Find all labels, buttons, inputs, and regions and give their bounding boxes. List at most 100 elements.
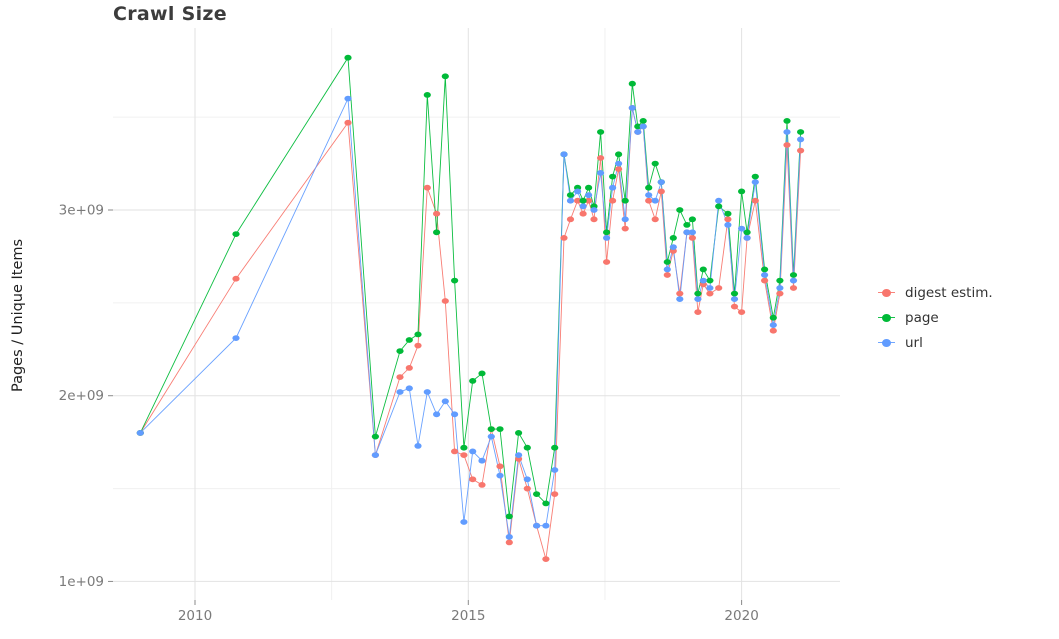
data-point bbox=[560, 151, 568, 158]
data-point bbox=[460, 519, 468, 525]
data-point bbox=[628, 105, 636, 111]
data-point bbox=[724, 222, 732, 228]
legend-label-page: page bbox=[905, 309, 939, 326]
data-point bbox=[460, 452, 468, 458]
data-point bbox=[371, 433, 379, 440]
data-point bbox=[609, 173, 617, 180]
data-point bbox=[634, 123, 642, 130]
data-point bbox=[597, 170, 605, 176]
data-point bbox=[574, 197, 582, 204]
legend-item-page: page bbox=[878, 309, 993, 326]
legend-key-digest-estim-icon bbox=[878, 284, 895, 301]
data-point bbox=[769, 322, 777, 328]
data-point bbox=[423, 184, 431, 191]
data-point bbox=[706, 290, 714, 297]
grid-major bbox=[113, 28, 840, 600]
data-point bbox=[579, 203, 587, 210]
data-point bbox=[533, 522, 541, 529]
data-point bbox=[639, 118, 647, 124]
x-tick-label: 2020 bbox=[724, 608, 758, 624]
data-point bbox=[683, 222, 691, 228]
data-point bbox=[451, 411, 459, 418]
data-point bbox=[344, 95, 352, 102]
data-point bbox=[715, 285, 723, 291]
data-point bbox=[738, 309, 746, 315]
legend-label-digest-estim: digest estim. bbox=[905, 284, 993, 301]
data-point bbox=[645, 184, 653, 191]
data-point bbox=[751, 197, 759, 204]
data-point bbox=[487, 433, 495, 440]
data-point bbox=[730, 303, 739, 310]
data-point bbox=[590, 216, 598, 223]
data-point bbox=[344, 119, 352, 126]
y-tick-label: 2e+09 bbox=[59, 388, 104, 404]
data-point bbox=[585, 184, 593, 191]
data-point bbox=[579, 197, 587, 204]
data-point bbox=[232, 231, 240, 238]
data-point bbox=[621, 197, 629, 204]
data-point bbox=[542, 522, 550, 529]
data-point bbox=[551, 467, 559, 473]
data-point bbox=[496, 463, 504, 470]
data-point bbox=[688, 235, 697, 241]
data-point bbox=[433, 411, 441, 418]
series-points-url bbox=[136, 95, 805, 540]
data-point bbox=[789, 277, 798, 284]
data-point bbox=[487, 426, 495, 432]
legend: digest estim. page url bbox=[878, 284, 993, 351]
data-point bbox=[797, 136, 805, 143]
data-point bbox=[469, 476, 477, 483]
data-point bbox=[478, 457, 486, 464]
data-point bbox=[451, 448, 459, 455]
data-point bbox=[743, 235, 751, 241]
data-point bbox=[615, 166, 623, 173]
data-point bbox=[706, 285, 714, 291]
data-point bbox=[542, 556, 550, 562]
data-point bbox=[523, 444, 531, 451]
data-point bbox=[551, 444, 559, 451]
data-point bbox=[414, 443, 422, 449]
data-point bbox=[585, 197, 593, 204]
data-point bbox=[797, 129, 805, 135]
data-point bbox=[615, 151, 623, 158]
data-point bbox=[706, 277, 714, 284]
data-point bbox=[639, 123, 647, 130]
data-point bbox=[651, 216, 659, 223]
data-point bbox=[621, 225, 629, 232]
data-point bbox=[136, 430, 144, 436]
data-point bbox=[551, 491, 559, 497]
data-point bbox=[657, 179, 665, 186]
data-point bbox=[738, 188, 746, 195]
data-point bbox=[676, 290, 684, 297]
data-point bbox=[651, 160, 659, 167]
data-point bbox=[694, 296, 702, 302]
data-point bbox=[451, 277, 459, 284]
data-point bbox=[505, 513, 513, 520]
data-point bbox=[676, 207, 684, 213]
data-point bbox=[743, 229, 751, 236]
data-point bbox=[688, 216, 697, 223]
series-line-digest-estim- bbox=[139, 107, 802, 560]
data-point bbox=[590, 207, 598, 213]
data-point bbox=[669, 244, 677, 251]
data-point bbox=[460, 444, 468, 451]
data-point bbox=[776, 285, 784, 291]
data-point bbox=[609, 184, 617, 191]
data-point bbox=[414, 342, 422, 349]
data-point bbox=[621, 216, 629, 223]
x-tick-label: 2015 bbox=[451, 608, 485, 624]
data-point bbox=[694, 309, 702, 315]
legend-key-page-icon bbox=[878, 309, 895, 326]
data-point bbox=[761, 266, 769, 273]
data-point bbox=[533, 491, 541, 497]
data-point bbox=[542, 500, 550, 507]
data-point bbox=[645, 192, 653, 199]
data-point bbox=[585, 192, 593, 199]
data-point bbox=[730, 290, 739, 297]
data-point bbox=[738, 225, 746, 232]
data-point bbox=[761, 277, 769, 284]
data-point bbox=[715, 203, 723, 210]
data-point bbox=[566, 192, 575, 199]
data-point bbox=[776, 290, 784, 297]
data-point bbox=[469, 378, 477, 384]
